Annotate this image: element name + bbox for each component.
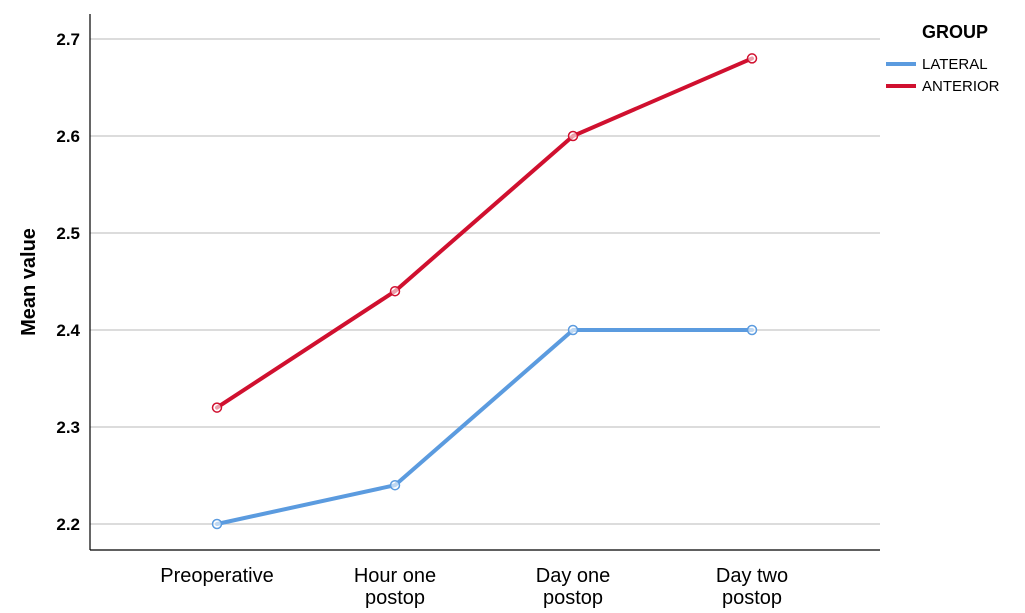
y-tick-label: 2.5: [56, 224, 80, 243]
y-tick-label: 2.4: [56, 321, 80, 340]
data-point-anterior: [567, 130, 579, 142]
y-tick-label: 2.3: [56, 418, 80, 437]
gridlines: [90, 38, 880, 525]
y-tick-label: 2.2: [56, 515, 80, 534]
x-category-label: Preoperative: [160, 565, 273, 587]
data-point-lateral: [567, 324, 579, 336]
legend: GROUP LATERAL ANTERIOR: [886, 22, 1000, 95]
series-line-lateral: [215, 328, 754, 526]
legend-title: GROUP: [922, 22, 988, 42]
x-category-label: Day one postop: [536, 565, 611, 608]
data-point-anterior: [211, 402, 223, 413]
data-point-anterior: [389, 285, 401, 297]
x-category-labels: Preoperative Hour one postop Day one postop D…: [160, 565, 788, 609]
legend-label: ANTERIOR: [922, 78, 1000, 95]
y-tick-label: 2.7: [56, 30, 80, 49]
y-axis-title: Mean value: [18, 228, 40, 336]
y-tick-labels: 2.2 2.3 2.4 2.5 2.6 2.7: [56, 30, 80, 534]
legend-items: LATERAL ANTERIOR: [886, 56, 1000, 95]
axes: [89, 14, 880, 551]
series-line-anterior: [215, 56, 754, 410]
legend-label: LATERAL: [922, 56, 988, 73]
data-point-lateral: [211, 518, 223, 530]
x-category-label: Day two postop: [716, 565, 788, 608]
x-category-label: Hour one postop: [354, 565, 436, 608]
data-point-lateral: [746, 324, 758, 336]
data-point-anterior: [746, 53, 758, 64]
y-tick-label: 2.6: [56, 127, 80, 146]
series-lines: [211, 53, 758, 530]
data-point-lateral: [389, 479, 401, 491]
